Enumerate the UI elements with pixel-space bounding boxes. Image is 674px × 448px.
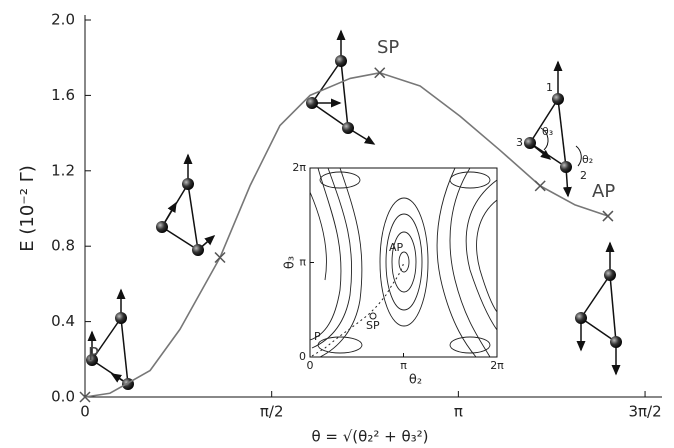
y-axis-label: E (10⁻² Γ) [17,165,38,252]
marker [214,251,226,264]
y-tick-label: 0.0 [51,388,75,406]
y-tick-label: 0.8 [51,237,75,255]
y-tick-label: 0 [299,350,306,363]
x-tick-label: 0 [307,359,314,372]
molecule-ap [524,60,582,198]
molecule-ap2 [575,241,622,376]
x-tick-label: π [400,359,407,372]
annotation: SP [366,319,380,332]
inset: 0 π 2π 0 π 2π θ₂ θ₃ AP SP P [283,161,505,388]
marker [374,67,386,79]
y-tick-label: 2.0 [51,11,75,29]
annotation: P [314,330,321,343]
x-tick-label: 0 [80,403,90,421]
y-axis-label: θ₃ [283,256,298,269]
x-axis-label: θ₂ [409,373,422,388]
x-tick-label: π [454,403,463,421]
molecule-mid [156,153,216,256]
contours [309,167,498,358]
molecule-sp [306,29,376,145]
y-tick-label: π [299,256,306,269]
sp-point [369,312,377,320]
marker [534,180,546,192]
atom-label: 1 [546,81,553,94]
angle-label: θ₃ [542,125,553,138]
angle-label: θ₂ [582,153,593,166]
y-tick-label: 0.4 [51,312,75,330]
annotation: AP [592,181,615,202]
atom-label: 3 [516,136,523,149]
y-tick-label: 1.2 [51,161,75,179]
x-tick-label: 2π [490,359,504,372]
y-tick-label: 2π [292,161,306,174]
y-tick-label: 1.6 [51,86,75,104]
annotation: P [88,344,99,365]
marker [79,391,91,403]
path [311,261,405,357]
x-tick-label: π/2 [260,403,284,421]
x-tick-label: 3π/2 [628,403,661,421]
x-axis-label: θ = √(θ₂² + θ₃²) [311,428,428,446]
curve [84,71,609,398]
annotation: AP [389,241,404,254]
annotation: SP [377,37,399,58]
marker [602,210,614,222]
atom-label: 2 [580,169,587,182]
molecule-p [86,288,134,390]
